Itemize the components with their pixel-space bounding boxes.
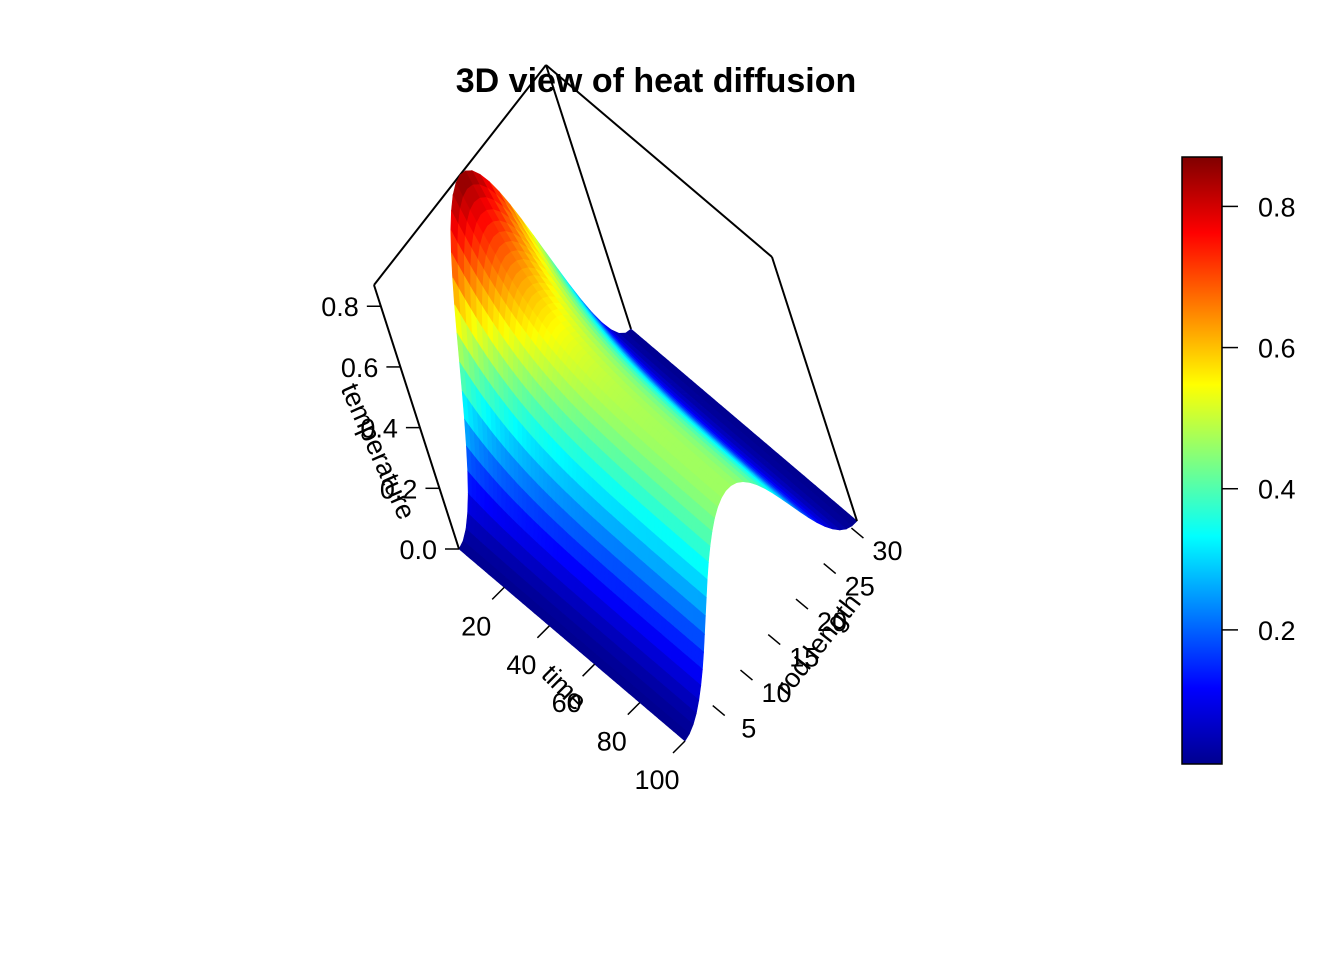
temperature-tick-label: 0.4 bbox=[360, 414, 398, 444]
temperature-tick-label: 0.6 bbox=[341, 353, 379, 383]
colorbar-tick-label: 0.6 bbox=[1258, 334, 1296, 364]
time-tick-label: 80 bbox=[597, 727, 627, 757]
time-tick bbox=[536, 625, 550, 639]
z-axis-label: temperature bbox=[335, 379, 422, 524]
rod-length-tick-label: 25 bbox=[845, 572, 875, 602]
surface-facet bbox=[680, 730, 690, 742]
temperature-tick-label: 0.0 bbox=[399, 535, 437, 565]
colorbar-ticks: 0.2 0.4 0.6 0.8 bbox=[1222, 192, 1296, 646]
box-edge bbox=[545, 64, 773, 258]
rod-length-tick bbox=[740, 669, 753, 681]
rod-length-tick-label: 20 bbox=[817, 607, 847, 637]
time-tick-label: 60 bbox=[552, 688, 582, 718]
surface-facet bbox=[702, 575, 708, 599]
rod-length-tick-label: 15 bbox=[789, 643, 819, 673]
rod-length-tick-label: 5 bbox=[741, 714, 756, 744]
rod-length-tick bbox=[712, 704, 726, 717]
box-edge bbox=[771, 256, 858, 522]
time-tick-label: 100 bbox=[634, 765, 679, 795]
rod-length-tick-label: 30 bbox=[872, 536, 902, 566]
rod-length-tick bbox=[850, 527, 864, 539]
time-tick bbox=[627, 702, 641, 716]
surface-facet bbox=[701, 593, 707, 617]
surface-facet bbox=[698, 648, 704, 670]
time-tick bbox=[672, 740, 686, 754]
time-tick bbox=[582, 663, 596, 677]
time-tick-label: 40 bbox=[506, 650, 536, 680]
rod-length-tick bbox=[823, 563, 837, 575]
time-tick bbox=[491, 586, 505, 600]
surface-facet bbox=[700, 611, 706, 635]
colorbar-tick-label: 0.4 bbox=[1258, 475, 1296, 505]
colorbar-tick-label: 0.2 bbox=[1258, 616, 1296, 646]
box-edge bbox=[545, 64, 632, 330]
x-axis-label: time bbox=[536, 659, 593, 716]
time-tick-label: 20 bbox=[461, 611, 491, 641]
rod-length-tick bbox=[767, 633, 781, 646]
colorbar bbox=[1181, 156, 1223, 765]
rod-length-tick-label: 10 bbox=[761, 678, 791, 708]
chart-title: 3D view of heat diffusion bbox=[456, 62, 856, 100]
rod-length-tick bbox=[795, 598, 809, 610]
colorbar-tick-label: 0.8 bbox=[1258, 192, 1296, 222]
box-edge bbox=[373, 284, 460, 550]
temperature-tick-label: 0.8 bbox=[321, 292, 359, 322]
y-axis-label: rod length bbox=[769, 588, 867, 701]
temperature-tick-label: 0.2 bbox=[380, 474, 418, 504]
box-front-edges bbox=[373, 256, 858, 550]
surface-facet bbox=[699, 630, 705, 653]
surface-plot bbox=[450, 170, 858, 742]
